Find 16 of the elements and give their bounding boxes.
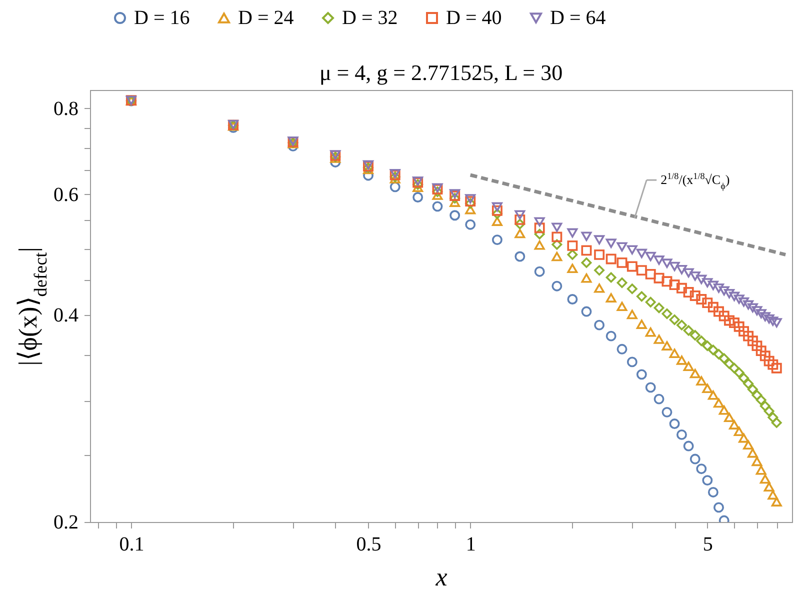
chart-title: μ = 4, g = 2.771525, L = 30 [319,60,563,85]
x-axis-title: x [434,562,448,592]
x-tick-label: 0.5 [356,534,382,556]
legend-label: D = 24 [238,7,294,29]
y-tick-label: 0.2 [54,512,78,534]
legend-label: D = 32 [342,7,398,29]
annotation: 2$^{1/8}$/(x$^{1/8}$√C$_{ϕ}$) [660,171,730,192]
y-tick-label: 0.6 [54,184,78,206]
x-tick-label: 1 [466,534,476,556]
x-tick-label: 0.1 [119,534,144,556]
legend-label: D = 64 [550,7,606,29]
y-tick-label: 0.8 [54,98,78,120]
y-tick-label: 0.4 [54,304,78,327]
legend-label: D = 40 [446,7,502,29]
legend-label: D = 16 [134,7,190,29]
x-tick-label: 5 [702,534,713,556]
